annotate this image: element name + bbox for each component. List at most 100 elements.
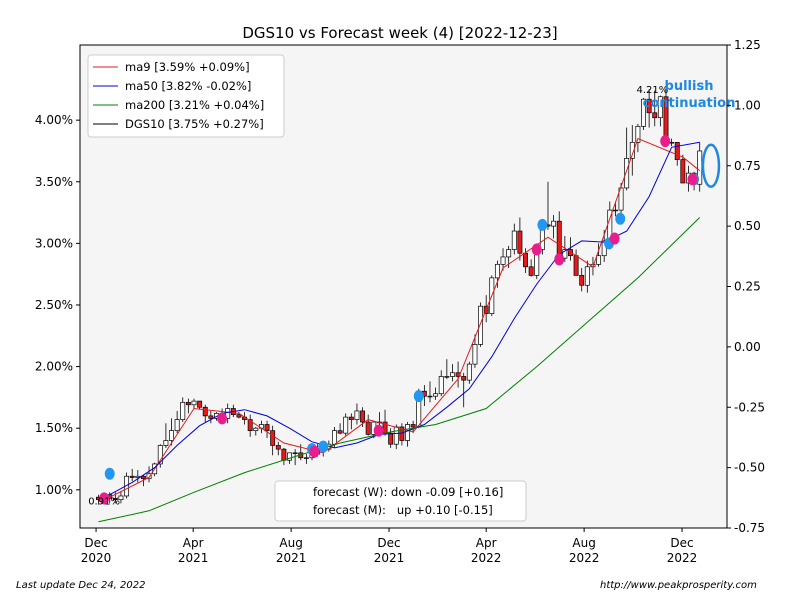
x-tick-label-month: Apr bbox=[183, 536, 204, 550]
signal-marker bbox=[309, 445, 320, 458]
y-right-tick-label: 0.50 bbox=[734, 219, 761, 233]
y-right-tick-label: -0.50 bbox=[734, 461, 765, 475]
candle-body bbox=[523, 252, 528, 268]
y-left-tick-label: 3.00% bbox=[35, 236, 73, 250]
signal-marker bbox=[217, 412, 228, 425]
candle-body bbox=[517, 230, 523, 254]
candle-body bbox=[427, 395, 433, 398]
footer-last-update: Last update Dec 24, 2022 bbox=[16, 580, 146, 591]
candle-body bbox=[163, 440, 169, 446]
candle-body bbox=[169, 430, 174, 441]
y-left-tick-label: 1.50% bbox=[35, 421, 73, 435]
candle-body bbox=[185, 401, 191, 406]
value-annotation: 4.21% bbox=[636, 85, 668, 96]
candle-body bbox=[337, 430, 343, 434]
candle-body bbox=[292, 452, 298, 454]
candle-body bbox=[287, 452, 292, 461]
axes: 1.00% 1.50% 2.00% 2.50% 3.00% 3.50% 4.00% -0.75… bbox=[35, 38, 765, 565]
candle-body bbox=[584, 266, 590, 286]
candle-body bbox=[354, 410, 360, 420]
candle-body bbox=[674, 141, 680, 160]
candle-body bbox=[180, 401, 186, 420]
candle-body bbox=[579, 275, 585, 286]
y-left-tick-label: 1.00% bbox=[35, 483, 73, 497]
ma50-line bbox=[109, 141, 700, 496]
candle-body bbox=[472, 344, 478, 365]
candle-body bbox=[511, 230, 517, 250]
candle-body bbox=[332, 430, 337, 445]
candle-body bbox=[365, 421, 371, 435]
candle-body bbox=[494, 263, 500, 279]
forecast-box-frame bbox=[274, 480, 527, 522]
candle-body bbox=[450, 372, 455, 377]
x-tick-label-month: Dec bbox=[84, 536, 107, 550]
signal-marker bbox=[687, 173, 698, 186]
candle-body bbox=[197, 400, 203, 408]
candle-body bbox=[360, 410, 366, 423]
x-tick-label-month: Dec bbox=[670, 536, 693, 550]
signal-marker bbox=[318, 440, 329, 453]
candle-body bbox=[573, 255, 579, 276]
candle-body bbox=[281, 448, 287, 461]
x-tick-label-year: 2021 bbox=[178, 551, 209, 565]
candle-body bbox=[118, 495, 124, 501]
legend-label: ma9 [3.59% +0.09%] bbox=[125, 60, 250, 74]
x-tick-label-month: Aug bbox=[572, 536, 595, 550]
candle-body bbox=[680, 159, 686, 184]
candle-body bbox=[635, 125, 641, 143]
candle-body bbox=[146, 473, 152, 480]
candle-body bbox=[348, 416, 354, 420]
candle-body bbox=[433, 393, 439, 397]
signal-marker bbox=[104, 467, 115, 480]
candle-body bbox=[253, 427, 259, 432]
candle-body bbox=[247, 419, 253, 432]
candle-body bbox=[461, 376, 467, 381]
candle-body bbox=[652, 112, 658, 119]
signal-marker bbox=[609, 232, 620, 245]
y-right-tick-label: 0.00 bbox=[734, 340, 761, 354]
x-tick-label-year: 2022 bbox=[569, 551, 600, 565]
candle-body bbox=[405, 424, 410, 441]
y-right-tick-label: 1.25 bbox=[734, 38, 761, 52]
series-lines bbox=[98, 137, 701, 523]
candle-body bbox=[568, 249, 573, 257]
candle-body bbox=[140, 475, 146, 480]
y-left-tick-label: 4.00% bbox=[35, 113, 73, 127]
y-right-tick-label: 1.00 bbox=[734, 98, 761, 112]
candle-body bbox=[270, 430, 276, 446]
candle-body bbox=[236, 414, 242, 418]
forecast-line: forecast (M): up +0.10 [-0.15] bbox=[313, 503, 493, 517]
candle-body bbox=[444, 376, 450, 378]
candle-body bbox=[466, 363, 472, 381]
callout-text: continuation bbox=[643, 96, 736, 111]
chart-title: DGS10 vs Forecast week (4) [2022-12-23] bbox=[242, 24, 557, 42]
candle-body bbox=[264, 424, 270, 432]
x-tick-label-year: 2021 bbox=[276, 551, 307, 565]
candle-body bbox=[157, 445, 163, 465]
signal-marker bbox=[373, 424, 384, 437]
y-right-tick-label: -0.25 bbox=[734, 400, 765, 414]
value-annotation: 0.91% bbox=[88, 497, 120, 508]
candle-body bbox=[343, 416, 349, 434]
legend-label: ma50 [3.82% -0.02%] bbox=[125, 79, 251, 93]
candle-body bbox=[596, 255, 602, 265]
candle-body bbox=[388, 432, 394, 445]
x-tick-label-year: 2020 bbox=[81, 551, 112, 565]
candle-body bbox=[612, 209, 618, 212]
signal-marker bbox=[554, 253, 565, 266]
signal-marker bbox=[99, 492, 110, 505]
y-right-tick-label: -0.75 bbox=[734, 521, 765, 535]
x-tick-label-year: 2022 bbox=[471, 551, 502, 565]
legend: ma9 [3.59% +0.09%] ma50 [3.82% -0.02%] ma2… bbox=[87, 54, 285, 138]
candle-body bbox=[500, 256, 506, 265]
ma9-line bbox=[109, 137, 701, 498]
candle-body bbox=[556, 220, 562, 259]
signal-marker bbox=[537, 218, 548, 231]
candle-body bbox=[129, 475, 135, 478]
candle-body bbox=[657, 96, 663, 119]
y-right-tick-label: 0.75 bbox=[734, 159, 761, 173]
annotations: 0.91% 4.21%bullish continuation bbox=[88, 79, 735, 508]
candle-body bbox=[191, 400, 197, 406]
candle-body bbox=[624, 158, 630, 189]
